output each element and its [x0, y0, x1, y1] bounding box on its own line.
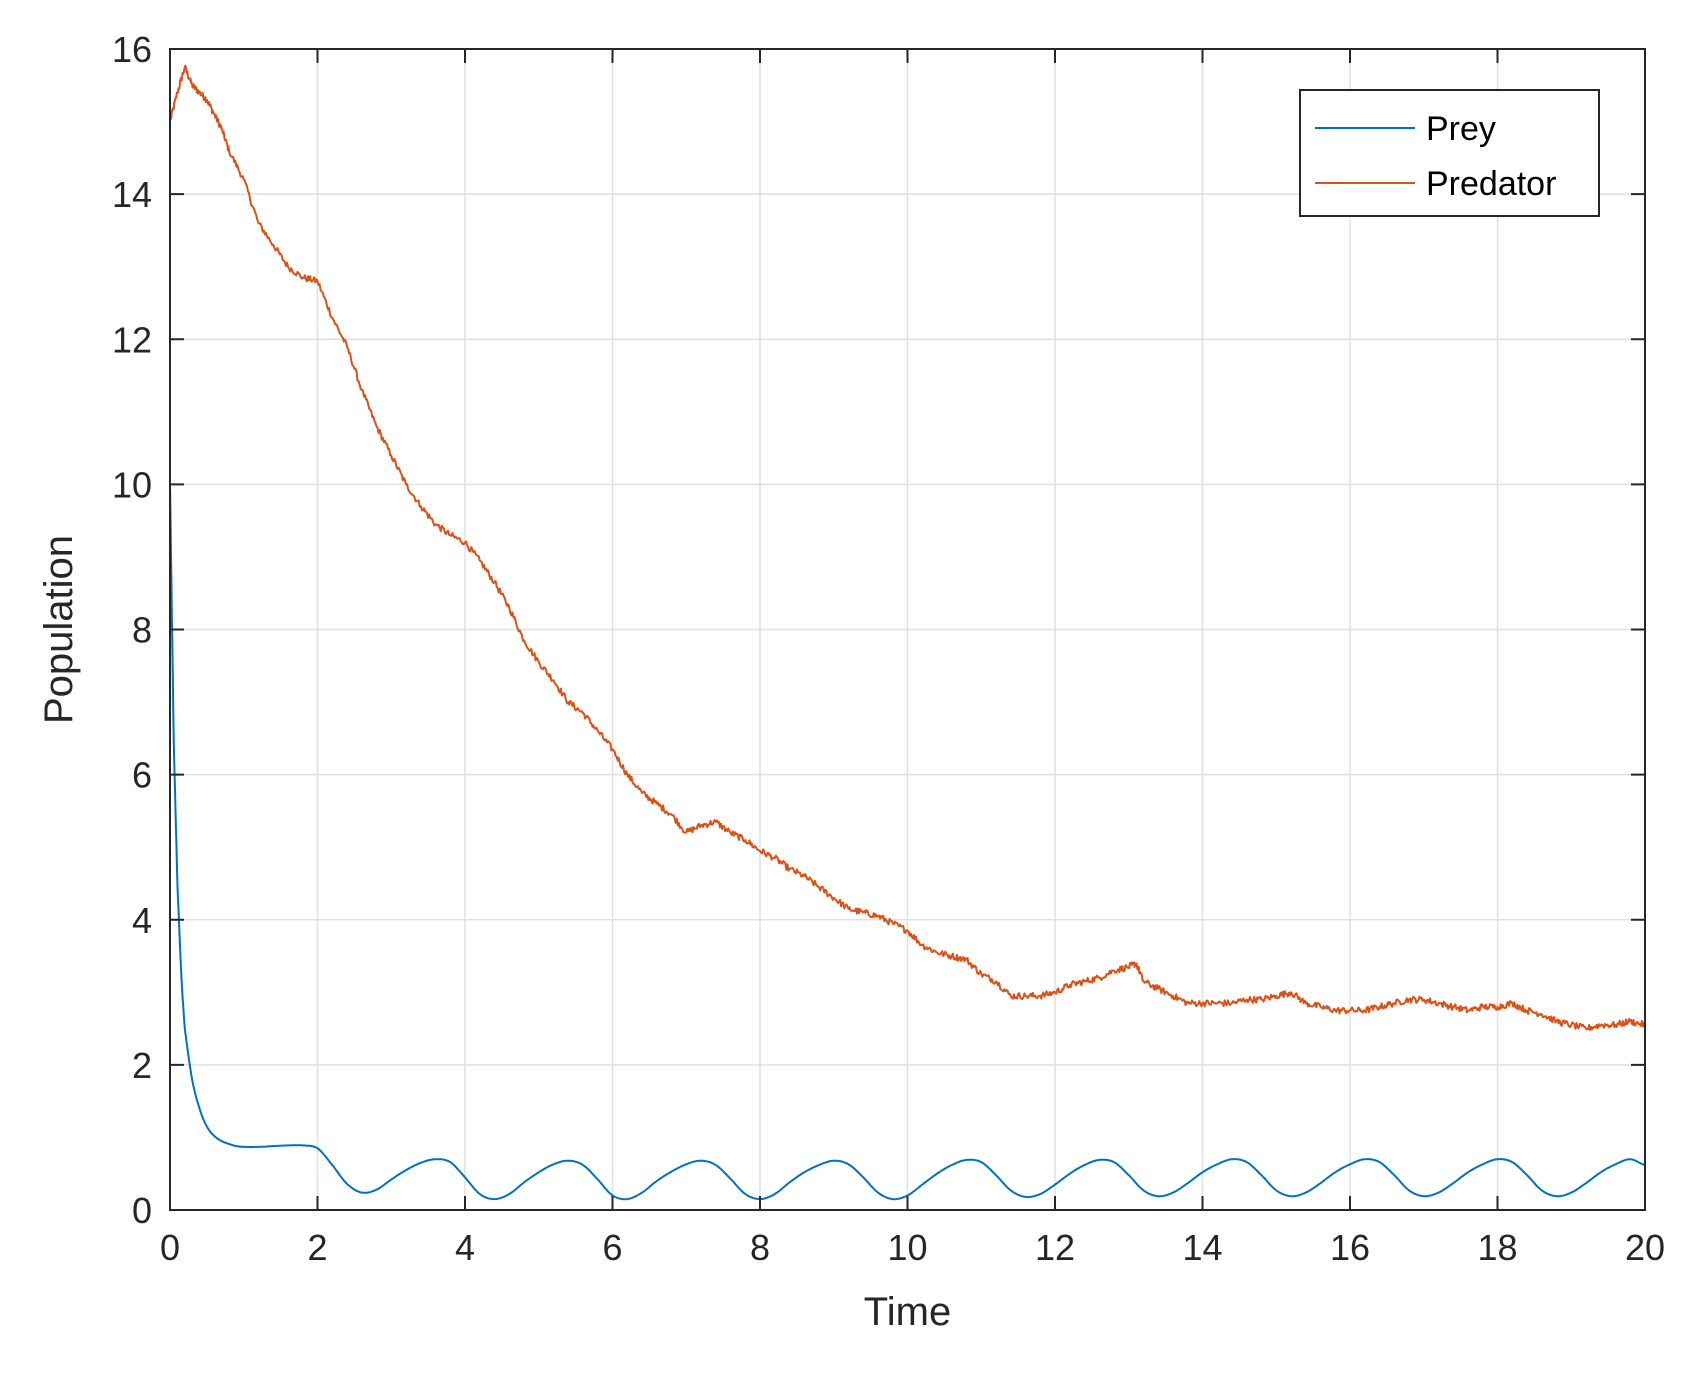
x-tick-label: 10: [887, 1227, 927, 1268]
y-axis-label: Population: [37, 535, 81, 724]
y-tick-label: 16: [112, 29, 152, 70]
y-tick-label: 2: [132, 1045, 152, 1086]
tick-labels: 0 2 4 6 8 10 12 14 16 18 20 0 2 4 6 8 10 12 14 16: [112, 29, 1665, 1268]
x-tick-label: 20: [1625, 1227, 1665, 1268]
x-axis-label: Time: [864, 1290, 951, 1334]
y-tick-label: 0: [132, 1190, 152, 1231]
legend-box: [1299, 89, 1600, 217]
y-tick-label: 14: [112, 174, 152, 215]
x-tick-label: 0: [160, 1227, 180, 1268]
x-tick-label: 12: [1035, 1227, 1075, 1268]
series-line-prey: [169, 484, 1646, 1201]
x-tick-label: 4: [455, 1227, 475, 1268]
y-tick-label: 10: [112, 464, 152, 505]
x-tick-label: 18: [1477, 1227, 1517, 1268]
y-tick-label: 6: [132, 755, 152, 796]
series-line-predator: [169, 64, 1646, 1031]
y-tick-label: 4: [132, 900, 152, 941]
x-tick-label: 8: [750, 1227, 770, 1268]
axis-ticks: [169, 48, 1646, 1211]
x-tick-label: 14: [1182, 1227, 1222, 1268]
series-layer: [169, 64, 1646, 1201]
legend-label-predator: Predator: [1426, 165, 1556, 203]
y-tick-label: 8: [132, 610, 152, 651]
x-tick-label: 6: [602, 1227, 622, 1268]
x-tick-label: 2: [307, 1227, 327, 1268]
legend-label-prey: Prey: [1426, 110, 1496, 148]
x-tick-label: 16: [1330, 1227, 1370, 1268]
legend: Prey Predator: [1299, 89, 1600, 217]
y-tick-label: 12: [112, 319, 152, 360]
